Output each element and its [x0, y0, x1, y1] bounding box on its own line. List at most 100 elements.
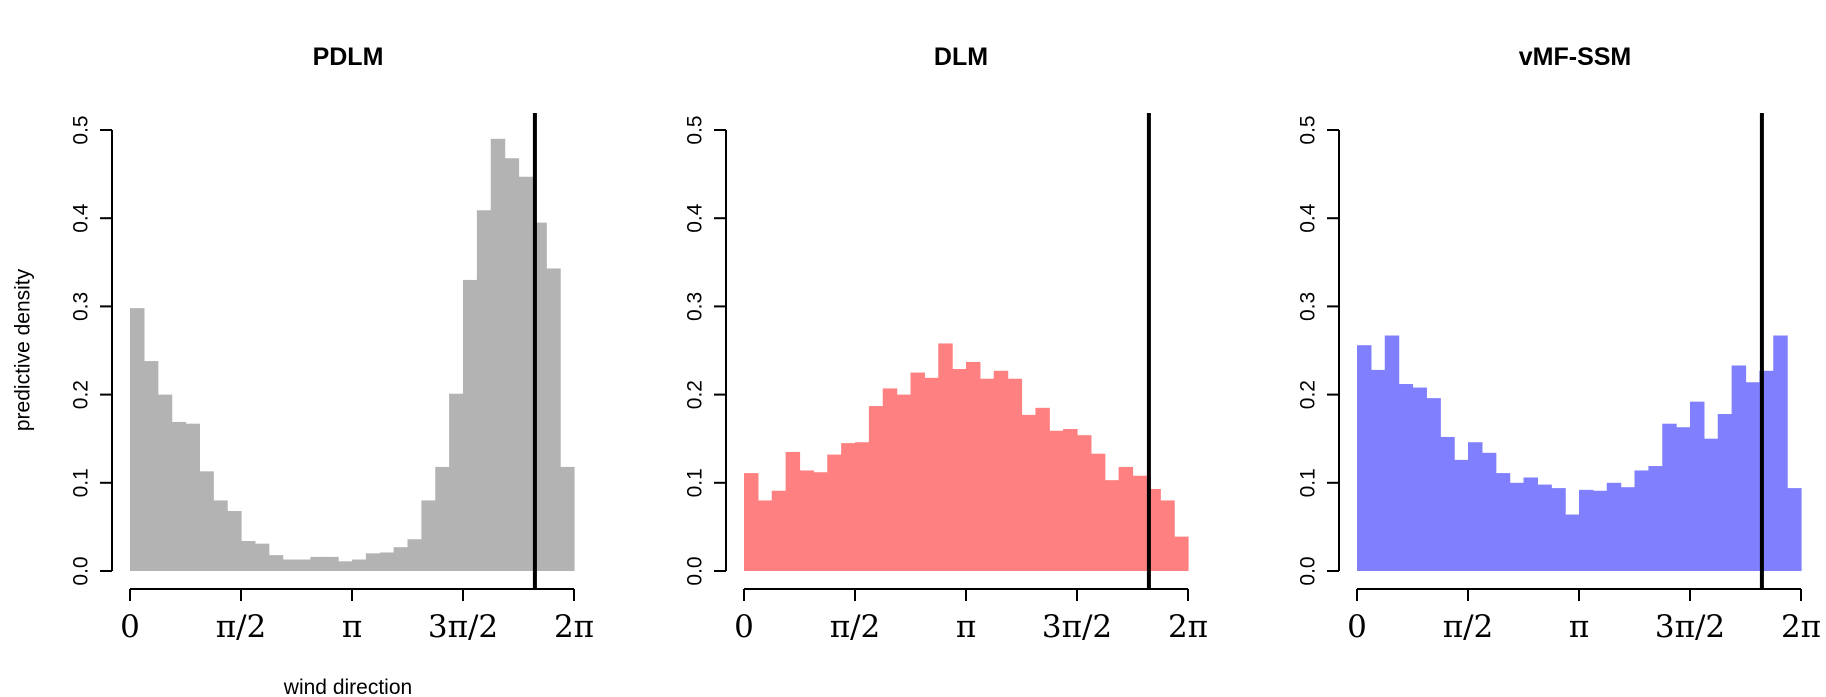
- histogram-bar: [1174, 536, 1189, 571]
- histogram-bar: [268, 555, 284, 571]
- histogram-bar: [254, 543, 270, 571]
- x-tick-label: 2π: [1781, 609, 1821, 645]
- histogram-bar: [338, 561, 353, 571]
- histogram-bar: [463, 279, 478, 571]
- y-tick-label: 0.2: [70, 380, 93, 409]
- y-tick-label: 0.2: [684, 380, 707, 409]
- x-tick-label: π: [1569, 609, 1589, 645]
- x-tick-label: π: [342, 609, 362, 645]
- histogram-bar: [1537, 484, 1552, 571]
- y-tick-label: 0.4: [1297, 203, 1320, 233]
- histogram-bar: [324, 556, 339, 571]
- histogram-bar: [938, 343, 953, 571]
- histogram-bar: [1426, 398, 1441, 571]
- x-tick-label: 2π: [554, 609, 594, 645]
- y-tick-label: 0.1: [70, 468, 93, 497]
- chart-title: vMF-SSM: [1519, 43, 1632, 71]
- x-tick-label: 0: [1347, 609, 1367, 645]
- histogram-bar: [143, 361, 159, 571]
- histogram-bar: [365, 553, 381, 571]
- histogram-bar: [1454, 459, 1469, 571]
- histogram-bar: [1523, 477, 1538, 571]
- y-tick-label: 0.0: [684, 556, 707, 585]
- histogram-bar: [379, 552, 395, 571]
- x-tick-label: 0: [120, 609, 140, 645]
- histogram-bar: [296, 559, 311, 571]
- histogram-bar: [1620, 487, 1636, 571]
- histogram-bar: [352, 559, 367, 571]
- histogram-bar: [1357, 345, 1372, 571]
- histogram-bar: [966, 361, 981, 571]
- histogram-bar: [1551, 488, 1566, 571]
- y-tick-label: 0.5: [70, 115, 93, 144]
- histogram-bar: [882, 388, 898, 571]
- histogram-bar: [979, 378, 995, 571]
- histogram-bar: [449, 393, 464, 571]
- histogram-bar: [1007, 378, 1023, 571]
- histogram-bar: [827, 454, 842, 571]
- histogram-bar: [130, 308, 145, 571]
- histogram-bar: [1384, 335, 1400, 571]
- y-tick-label: 0.1: [684, 468, 707, 497]
- histogram-bar: [407, 539, 422, 571]
- y-tick-label: 0.3: [1297, 292, 1320, 321]
- histogram-bar: [1565, 514, 1580, 571]
- histogram-bar: [744, 473, 759, 571]
- y-tick-label: 0.5: [1297, 115, 1320, 144]
- x-tick-label: 3π/2: [1042, 609, 1112, 645]
- histogram-bar: [1579, 489, 1594, 571]
- histogram-bar: [518, 176, 533, 571]
- histogram-bar: [1049, 430, 1064, 571]
- y-tick-label: 0.2: [1297, 380, 1320, 409]
- x-tick-label: π/2: [1443, 609, 1494, 645]
- histogram-bar: [1021, 414, 1036, 571]
- histogram-bar: [841, 443, 856, 571]
- histogram-bar: [1035, 407, 1050, 571]
- histogram-bar: [157, 394, 173, 571]
- histogram-bar: [1495, 473, 1511, 571]
- panel-2: DLM 0.0 0.1 0.2 0.3 0.4 0.5 0 π/2 π 3π/2 2π: [684, 43, 1209, 645]
- histogram-bar: [1481, 452, 1497, 571]
- histogram-bar: [185, 423, 200, 571]
- histogram-bar: [910, 372, 925, 571]
- histogram-bar: [993, 370, 1009, 571]
- histogram-bar: [868, 406, 884, 571]
- histogram-bar: [310, 556, 325, 571]
- histogram-bar: [1398, 384, 1414, 571]
- histogram-bar: [1787, 488, 1802, 571]
- histogram-bar: [1104, 480, 1120, 571]
- y-tick-label: 0.5: [684, 115, 707, 144]
- y-tick-label: 0.4: [684, 203, 707, 233]
- histogram-bar: [896, 394, 912, 571]
- x-axis-label: wind direction: [283, 676, 412, 697]
- histogram-bar: [1077, 435, 1092, 571]
- histogram-bar: [1118, 466, 1134, 571]
- x-tick-label: 3π/2: [1655, 609, 1725, 645]
- histogram-bar: [1745, 382, 1760, 571]
- histogram-bar: [1690, 401, 1705, 571]
- x-tick-label: 2π: [1168, 609, 1208, 645]
- histogram-bar: [757, 500, 773, 571]
- panel-1: PDLM 0.0 0.1 0.2 0.3 0.4 0.5 0 π/2 π 3π/2 2π wind di…: [12, 43, 595, 697]
- histogram-bar: [199, 471, 214, 571]
- histogram-bar: [546, 268, 561, 571]
- chart-title: PDLM: [313, 43, 384, 71]
- histogram-bar: [1592, 490, 1608, 571]
- histogram-bar: [1662, 423, 1677, 571]
- histogram-bar: [560, 466, 575, 571]
- histogram-bar: [1468, 442, 1483, 571]
- histogram-bar: [1412, 387, 1427, 571]
- histogram-bar: [1509, 482, 1525, 571]
- x-tick-label: 0: [734, 609, 754, 645]
- histogram-bar: [476, 210, 492, 571]
- histogram-bar: [1676, 427, 1691, 571]
- histogram-bar: [1773, 335, 1788, 571]
- histogram-bar: [213, 500, 228, 571]
- histogram-bar: [1648, 466, 1663, 571]
- histogram-bar: [952, 369, 967, 571]
- y-axis-label: predictive density: [12, 268, 35, 431]
- histogram-bar: [924, 377, 939, 571]
- histogram-bar: [799, 470, 814, 571]
- histogram-bar: [1634, 470, 1649, 571]
